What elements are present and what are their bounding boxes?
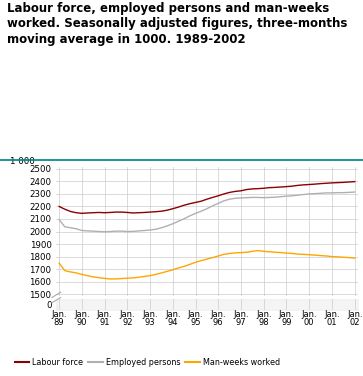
Legend: Labour force, Employed persons, Man-weeks worked: Labour force, Employed persons, Man-week… xyxy=(11,355,283,370)
Text: Labour force, employed persons and man-weeks
worked. Seasonally adjusted figures: Labour force, employed persons and man-w… xyxy=(7,2,348,46)
Text: 1 000: 1 000 xyxy=(9,157,34,166)
